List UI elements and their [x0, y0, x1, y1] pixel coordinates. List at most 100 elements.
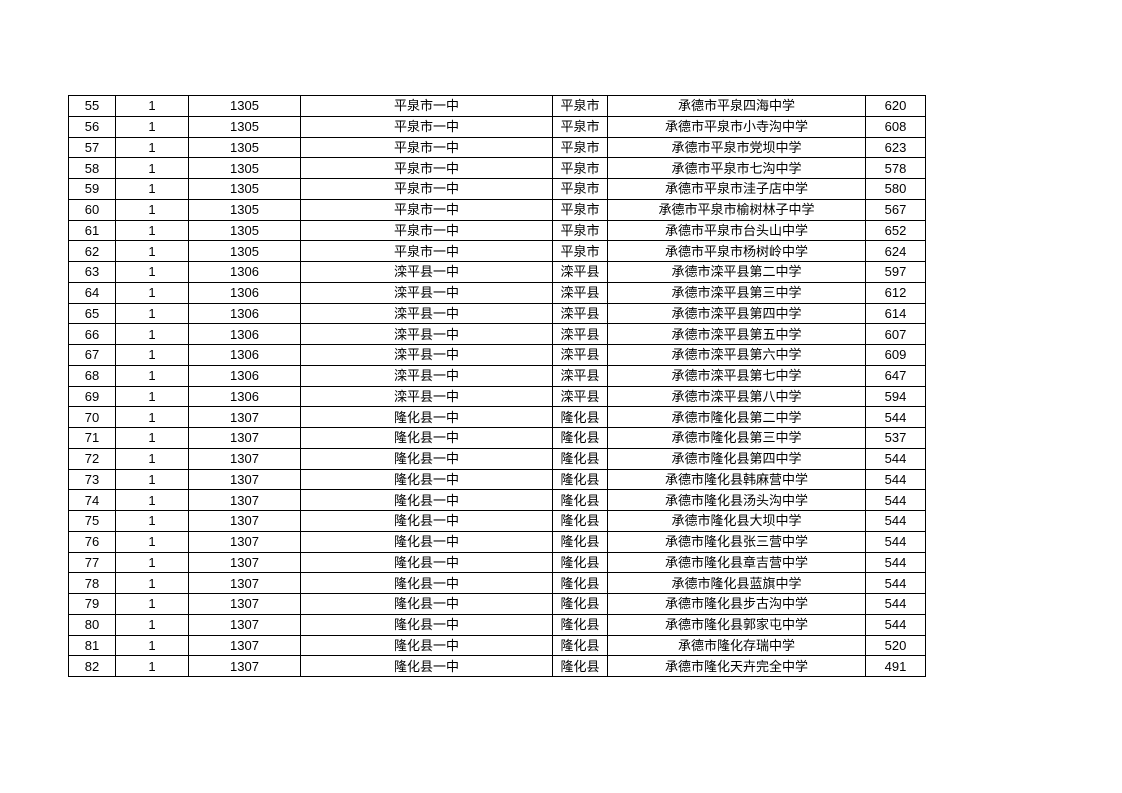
- cell-batch: 1: [115, 489, 189, 511]
- cell-seq: 63: [68, 261, 116, 283]
- cell-district: 隆化县: [552, 634, 608, 657]
- cell-admitting-school: 隆化县一中: [300, 634, 553, 657]
- cell-feeder-school: 承德市滦平县第六中学: [607, 344, 866, 366]
- cell-district: 滦平县: [552, 364, 608, 387]
- cell-feeder-school: 承德市隆化县章吉营中学: [607, 551, 866, 574]
- cell-school-code: 1306: [188, 281, 301, 304]
- table-row: 55 1 1305 平泉市一中 平泉市 承德市平泉四海中学 620: [68, 95, 926, 117]
- cell-score: 609: [865, 344, 926, 366]
- cell-score: 620: [865, 95, 926, 117]
- cell-district: 平泉市: [552, 219, 608, 242]
- cell-feeder-school: 承德市隆化县第三中学: [607, 427, 866, 449]
- score-table-body: 55 1 1305 平泉市一中 平泉市 承德市平泉四海中学 620 56 1 1…: [68, 95, 926, 677]
- table-row: 59 1 1305 平泉市一中 平泉市 承德市平泉市洼子店中学 580: [68, 178, 926, 200]
- cell-school-code: 1306: [188, 261, 301, 283]
- cell-batch: 1: [115, 344, 189, 366]
- table-row: 63 1 1306 滦平县一中 滦平县 承德市滦平县第二中学 597: [68, 261, 926, 283]
- cell-feeder-school: 承德市隆化县步古沟中学: [607, 593, 866, 615]
- cell-feeder-school: 承德市滦平县第四中学: [607, 302, 866, 325]
- cell-seq: 75: [68, 510, 116, 532]
- cell-school-code: 1305: [188, 240, 301, 262]
- cell-school-code: 1307: [188, 427, 301, 449]
- cell-seq: 73: [68, 468, 116, 491]
- cell-school-code: 1305: [188, 219, 301, 242]
- table-row: 66 1 1306 滦平县一中 滦平县 承德市滦平县第五中学 607: [68, 323, 926, 345]
- cell-score: 544: [865, 572, 926, 594]
- cell-feeder-school: 承德市隆化县韩麻营中学: [607, 468, 866, 491]
- cell-school-code: 1307: [188, 447, 301, 470]
- cell-feeder-school: 承德市平泉市七沟中学: [607, 157, 866, 179]
- cell-admitting-school: 平泉市一中: [300, 240, 553, 262]
- cell-school-code: 1305: [188, 115, 301, 138]
- cell-admitting-school: 平泉市一中: [300, 219, 553, 242]
- cell-admitting-school: 隆化县一中: [300, 530, 553, 553]
- table-row: 57 1 1305 平泉市一中 平泉市 承德市平泉市党坝中学 623: [68, 136, 926, 159]
- cell-feeder-school: 承德市隆化县第四中学: [607, 447, 866, 470]
- cell-school-code: 1307: [188, 655, 301, 677]
- table-row: 77 1 1307 隆化县一中 隆化县 承德市隆化县章吉营中学 544: [68, 551, 926, 574]
- cell-score: 544: [865, 530, 926, 553]
- cell-district: 隆化县: [552, 655, 608, 677]
- cell-feeder-school: 承德市滦平县第五中学: [607, 323, 866, 345]
- cell-admitting-school: 隆化县一中: [300, 551, 553, 574]
- cell-admitting-school: 滦平县一中: [300, 281, 553, 304]
- cell-feeder-school: 承德市平泉市洼子店中学: [607, 178, 866, 200]
- cell-admitting-school: 隆化县一中: [300, 613, 553, 636]
- cell-batch: 1: [115, 323, 189, 345]
- cell-admitting-school: 隆化县一中: [300, 510, 553, 532]
- table-row: 79 1 1307 隆化县一中 隆化县 承德市隆化县步古沟中学 544: [68, 593, 926, 615]
- cell-batch: 1: [115, 447, 189, 470]
- cell-school-code: 1307: [188, 572, 301, 594]
- cell-school-code: 1306: [188, 302, 301, 325]
- cell-seq: 79: [68, 593, 116, 615]
- cell-admitting-school: 隆化县一中: [300, 447, 553, 470]
- cell-admitting-school: 滦平县一中: [300, 364, 553, 387]
- score-table: 55 1 1305 平泉市一中 平泉市 承德市平泉四海中学 620 56 1 1…: [68, 95, 926, 677]
- cell-school-code: 1306: [188, 364, 301, 387]
- cell-admitting-school: 隆化县一中: [300, 406, 553, 428]
- cell-admitting-school: 平泉市一中: [300, 198, 553, 221]
- cell-district: 平泉市: [552, 240, 608, 262]
- table-row: 71 1 1307 隆化县一中 隆化县 承德市隆化县第三中学 537: [68, 427, 926, 449]
- cell-seq: 76: [68, 530, 116, 553]
- cell-seq: 61: [68, 219, 116, 242]
- cell-score: 607: [865, 323, 926, 345]
- cell-district: 平泉市: [552, 178, 608, 200]
- cell-batch: 1: [115, 240, 189, 262]
- cell-seq: 77: [68, 551, 116, 574]
- cell-seq: 81: [68, 634, 116, 657]
- cell-batch: 1: [115, 613, 189, 636]
- cell-district: 滦平县: [552, 302, 608, 325]
- cell-seq: 56: [68, 115, 116, 138]
- cell-batch: 1: [115, 427, 189, 449]
- cell-school-code: 1307: [188, 489, 301, 511]
- cell-district: 平泉市: [552, 115, 608, 138]
- cell-batch: 1: [115, 593, 189, 615]
- cell-score: 580: [865, 178, 926, 200]
- cell-seq: 55: [68, 95, 116, 117]
- cell-seq: 58: [68, 157, 116, 179]
- table-row: 81 1 1307 隆化县一中 隆化县 承德市隆化存瑞中学 520: [68, 634, 926, 657]
- cell-seq: 68: [68, 364, 116, 387]
- cell-admitting-school: 滦平县一中: [300, 261, 553, 283]
- cell-school-code: 1307: [188, 551, 301, 574]
- table-row: 80 1 1307 隆化县一中 隆化县 承德市隆化县郭家屯中学 544: [68, 613, 926, 636]
- cell-district: 平泉市: [552, 198, 608, 221]
- cell-score: 544: [865, 613, 926, 636]
- cell-school-code: 1305: [188, 95, 301, 117]
- cell-score: 544: [865, 447, 926, 470]
- cell-seq: 72: [68, 447, 116, 470]
- cell-admitting-school: 平泉市一中: [300, 115, 553, 138]
- cell-feeder-school: 承德市滦平县第七中学: [607, 364, 866, 387]
- cell-school-code: 1307: [188, 593, 301, 615]
- cell-batch: 1: [115, 136, 189, 159]
- cell-score: 544: [865, 510, 926, 532]
- cell-batch: 1: [115, 551, 189, 574]
- cell-school-code: 1306: [188, 385, 301, 408]
- cell-feeder-school: 承德市隆化县大坝中学: [607, 510, 866, 532]
- cell-feeder-school: 承德市平泉市小寺沟中学: [607, 115, 866, 138]
- cell-score: 652: [865, 219, 926, 242]
- cell-school-code: 1305: [188, 198, 301, 221]
- cell-school-code: 1307: [188, 613, 301, 636]
- cell-admitting-school: 隆化县一中: [300, 593, 553, 615]
